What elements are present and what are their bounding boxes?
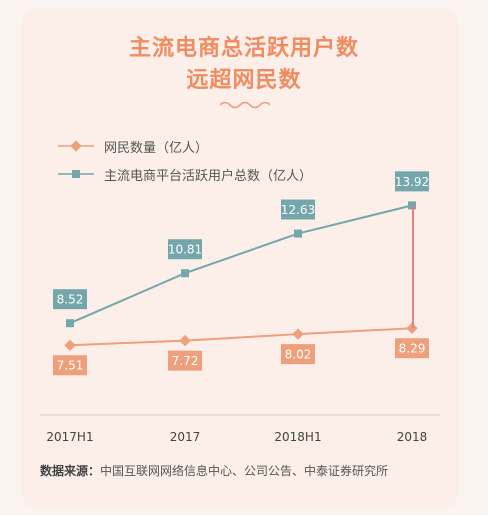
legend-marker-netizen (58, 140, 94, 152)
x-tick-label: 2017H1 (46, 430, 93, 444)
data-label-box (168, 350, 202, 371)
data-label-netizen: 8.02 (285, 348, 312, 362)
source-text: 中国互联网网络信息中心、公司公告、中泰证券研究所 (100, 464, 389, 478)
data-label-box (395, 171, 429, 192)
data-label-ecommerce: 10.81 (168, 243, 202, 257)
legend-item-netizen: 网民数量（亿人） (58, 136, 208, 156)
data-label-box (281, 344, 315, 365)
series-line-ecommerce (69, 204, 413, 325)
data-label-ecommerce: 12.63 (281, 203, 315, 217)
source-label: 数据来源： (40, 464, 101, 478)
chart-title-line1: 主流电商总活跃用户数 (128, 36, 359, 61)
data-label-ecommerce: 8.52 (57, 293, 84, 307)
data-point-ecommerce (66, 319, 74, 328)
legend-item-ecommerce: 主流电商平台活跃用户总数（亿人） (58, 164, 312, 184)
data-label-box (395, 338, 429, 359)
chart-card (22, 8, 458, 508)
x-tick-label: 2018 (397, 430, 428, 444)
legend-label-ecommerce: 主流电商平台活跃用户总数（亿人） (104, 168, 313, 184)
series-line-netizen (69, 327, 413, 347)
data-source-note: 数据来源：中国互联网网络信息中心、公司公告、中泰证券研究所 (40, 462, 388, 479)
data-point-netizen (179, 334, 191, 347)
data-label-netizen: 7.51 (57, 359, 84, 373)
x-tick-label: 2017 (170, 430, 201, 444)
data-label-box (281, 199, 315, 220)
chart-title-line2: 远超网民数 (186, 68, 302, 93)
data-label-box (168, 239, 202, 260)
data-label-ecommerce: 13.92 (395, 175, 429, 189)
data-label-box (53, 355, 87, 376)
data-point-netizen (292, 328, 304, 340)
data-point-ecommerce (294, 229, 302, 238)
data-point-netizen (64, 339, 76, 351)
data-label-netizen: 7.72 (172, 354, 199, 368)
legend-marker-ecommerce (58, 170, 94, 178)
legend-label-netizen: 网民数量（亿人） (104, 140, 209, 156)
data-label-netizen: 8.29 (399, 342, 426, 356)
x-tick-label: 2018H1 (274, 430, 321, 444)
data-label-box (53, 289, 87, 310)
wave-decoration-icon (220, 101, 270, 109)
data-point-ecommerce (181, 269, 189, 278)
